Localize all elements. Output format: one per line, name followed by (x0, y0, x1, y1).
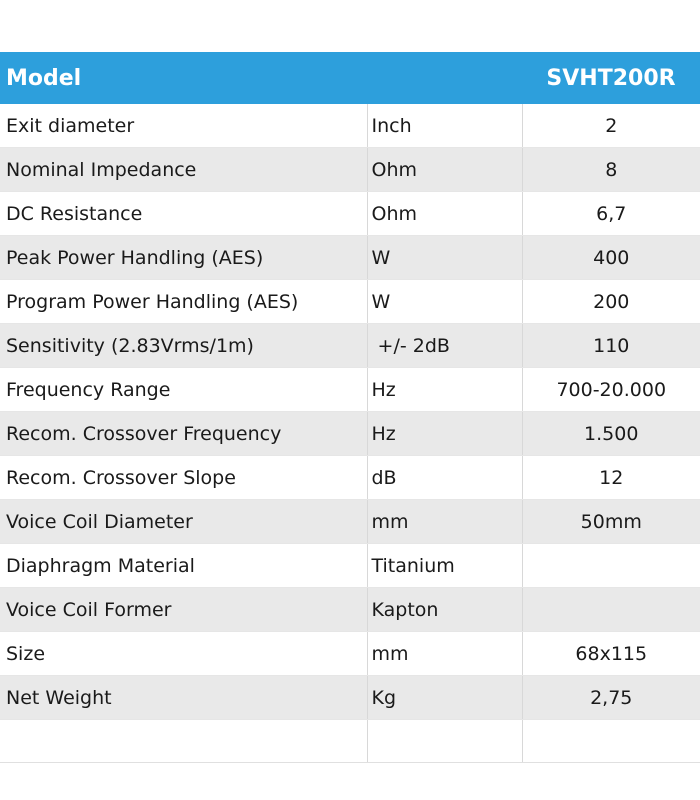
spec-row: Sensitivity (2.83Vrms/1m) +/- 2dB 110 (0, 323, 700, 368)
spec-unit: Inch (367, 104, 523, 148)
spec-name: Net Weight (0, 675, 368, 720)
spec-unit: W (367, 235, 523, 280)
spec-value (522, 543, 700, 588)
spec-row: Frequency Range Hz 700-20.000 (0, 367, 700, 412)
model-label: Model (0, 52, 522, 104)
spec-unit: Titanium (367, 543, 523, 588)
spec-row: Program Power Handling (AES) W 200 (0, 279, 700, 324)
spec-table: Model SVHT200R Exit diameter Inch 2 Nominal… (0, 52, 700, 763)
spec-name: DC Resistance (0, 191, 368, 236)
spec-row: Peak Power Handling (AES) W 400 (0, 235, 700, 280)
spec-name: Exit diameter (0, 104, 368, 148)
model-value: SVHT200R (522, 52, 700, 104)
spec-value: 68x115 (522, 631, 700, 676)
spec-row: Recom. Crossover Slope dB 12 (0, 455, 700, 500)
spec-value: 1.500 (522, 411, 700, 456)
spec-row: Exit diameter Inch 2 (0, 104, 700, 148)
spec-name: Voice Coil Diameter (0, 499, 368, 544)
spec-unit: +/- 2dB (367, 323, 523, 368)
spec-value: 6,7 (522, 191, 700, 236)
spec-value: 12 (522, 455, 700, 500)
spec-value: 2,75 (522, 675, 700, 720)
spec-table-body: Exit diameter Inch 2 Nominal Impedance Ohm 8 D… (0, 104, 700, 763)
spec-unit: mm (367, 499, 523, 544)
spec-row: DC Resistance Ohm 6,7 (0, 191, 700, 236)
spec-name: Recom. Crossover Frequency (0, 411, 368, 456)
spec-name: Size (0, 631, 368, 676)
spec-unit: Hz (367, 411, 523, 456)
spec-unit: dB (367, 455, 523, 500)
spec-unit: W (367, 279, 523, 324)
spec-unit: Ohm (367, 147, 523, 192)
spec-value: 8 (522, 147, 700, 192)
spec-value (522, 587, 700, 632)
spec-unit: Hz (367, 367, 523, 412)
empty-cell (0, 719, 368, 763)
spec-unit: mm (367, 631, 523, 676)
spec-name: Peak Power Handling (AES) (0, 235, 368, 280)
spec-name: Diaphragm Material (0, 543, 368, 588)
spec-value: 400 (522, 235, 700, 280)
spec-name: Frequency Range (0, 367, 368, 412)
spec-row: Net Weight Kg 2,75 (0, 675, 700, 720)
spec-unit: Kg (367, 675, 523, 720)
spec-value: 110 (522, 323, 700, 368)
spec-row: Nominal Impedance Ohm 8 (0, 147, 700, 192)
spec-row: Voice Coil Former Kapton (0, 587, 700, 632)
empty-row (0, 719, 700, 763)
spec-unit: Kapton (367, 587, 523, 632)
spec-unit: Ohm (367, 191, 523, 236)
spec-value: 200 (522, 279, 700, 324)
spec-row: Voice Coil Diameter mm 50mm (0, 499, 700, 544)
spec-name: Program Power Handling (AES) (0, 279, 368, 324)
empty-cell (367, 719, 523, 763)
spec-table-header: Model SVHT200R (0, 52, 700, 104)
spec-row: Recom. Crossover Frequency Hz 1.500 (0, 411, 700, 456)
spec-value: 2 (522, 104, 700, 148)
spec-row: Diaphragm Material Titanium (0, 543, 700, 588)
spec-name: Recom. Crossover Slope (0, 455, 368, 500)
spec-value: 700-20.000 (522, 367, 700, 412)
header-row: Model SVHT200R (0, 52, 700, 104)
spec-name: Voice Coil Former (0, 587, 368, 632)
spec-value: 50mm (522, 499, 700, 544)
empty-cell (522, 719, 700, 763)
spec-row: Size mm 68x115 (0, 631, 700, 676)
spec-name: Sensitivity (2.83Vrms/1m) (0, 323, 368, 368)
spec-name: Nominal Impedance (0, 147, 368, 192)
